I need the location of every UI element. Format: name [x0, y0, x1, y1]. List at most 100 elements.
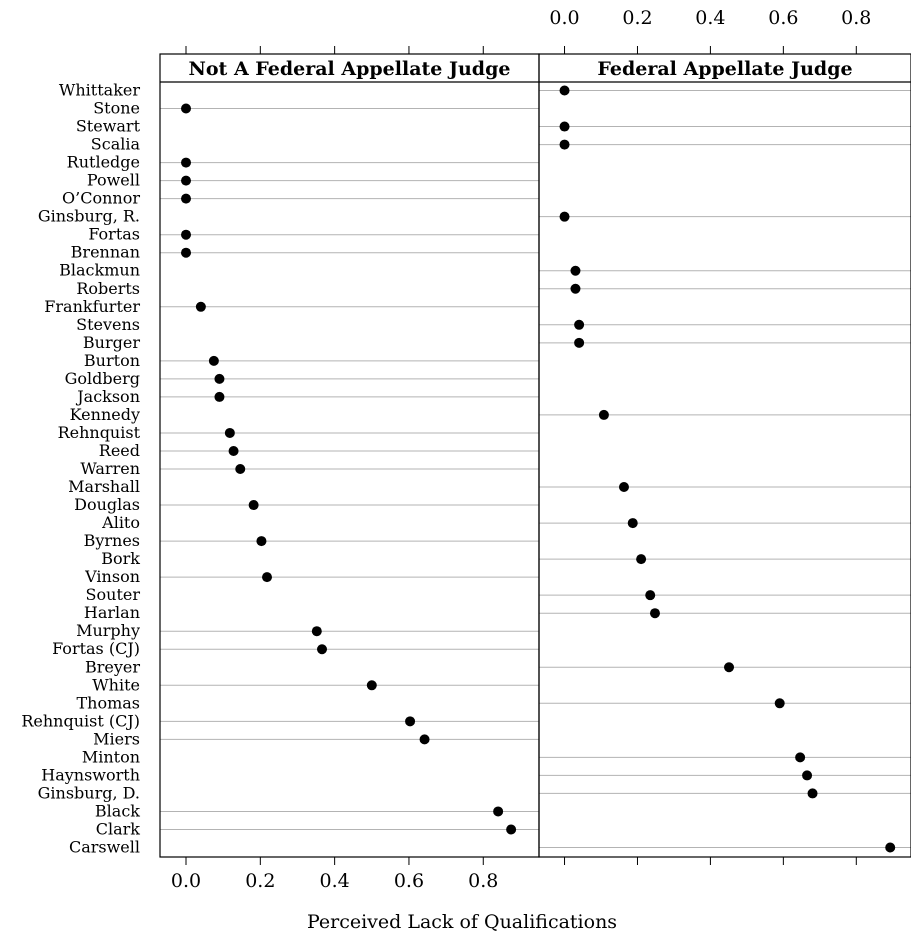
- category-label: Byrnes: [84, 531, 140, 550]
- top-tick-label: 0.4: [695, 7, 725, 29]
- bottom-tick-label: 0.4: [320, 870, 350, 892]
- category-label: Warren: [80, 459, 140, 478]
- category-label: Stewart: [76, 117, 141, 136]
- data-point: [618, 482, 629, 493]
- category-label: Fortas: [88, 225, 140, 244]
- category-label: Scalia: [91, 135, 141, 154]
- category-label: O’Connor: [62, 189, 140, 208]
- category-label: Stevens: [76, 315, 140, 334]
- data-point: [574, 337, 585, 348]
- category-label: Burton: [84, 351, 140, 370]
- category-label: Breyer: [85, 657, 140, 676]
- x-axis-title: Perceived Lack of Qualifications: [307, 911, 617, 933]
- bottom-tick-label: 0.2: [245, 870, 275, 892]
- data-point: [559, 139, 570, 150]
- top-tick-label: 0.6: [768, 7, 798, 29]
- data-point: [228, 445, 239, 456]
- data-point: [317, 644, 328, 655]
- category-labels: WhittakerStoneStewartScaliaRutledgePowel…: [21, 81, 140, 857]
- data-point: [802, 770, 813, 781]
- category-label: Ginsburg, R.: [38, 207, 140, 226]
- data-point: [181, 193, 192, 204]
- category-label: Bork: [101, 549, 140, 568]
- data-point: [181, 229, 192, 240]
- data-point: [208, 355, 219, 366]
- category-label: Rehnquist (CJ): [21, 711, 140, 730]
- top-tick-label: 0.2: [622, 7, 652, 29]
- category-label: Frankfurter: [44, 297, 140, 316]
- category-label: Kennedy: [70, 405, 140, 424]
- category-label: Minton: [82, 747, 140, 766]
- panel-frames: [159, 53, 911, 858]
- bottom-tick-label: 0.0: [171, 870, 201, 892]
- category-label: Clark: [96, 819, 141, 838]
- data-point: [195, 301, 206, 312]
- category-label: Harlan: [84, 603, 140, 622]
- data-point: [311, 626, 322, 637]
- category-label: Souter: [86, 585, 141, 604]
- category-label: Douglas: [74, 495, 140, 514]
- category-label: Burger: [83, 333, 140, 352]
- data-point: [248, 500, 259, 511]
- data-point: [807, 788, 818, 799]
- bottom-tick-label: 0.6: [394, 870, 424, 892]
- data-point: [235, 464, 246, 474]
- category-label: Whittaker: [59, 81, 140, 100]
- data-point: [724, 662, 735, 673]
- category-label: Miers: [93, 729, 140, 748]
- category-label: Black: [95, 801, 140, 820]
- category-label: Reed: [99, 441, 140, 460]
- data-point: [224, 427, 235, 438]
- category-label: Marshall: [68, 477, 140, 496]
- data-point: [574, 319, 585, 330]
- top-tick-label: 0.0: [549, 7, 579, 29]
- category-label: Goldberg: [65, 369, 140, 388]
- data-point: [645, 590, 656, 601]
- data-point: [262, 572, 273, 583]
- category-label: Roberts: [76, 279, 140, 298]
- category-label: Thomas: [76, 693, 140, 712]
- category-label: Alito: [101, 513, 140, 532]
- data-point: [627, 518, 638, 529]
- data-point: [181, 175, 192, 186]
- bottom-tick-label: 0.8: [468, 870, 498, 892]
- data-point: [419, 734, 430, 745]
- category-label: Carswell: [69, 838, 140, 857]
- category-label: Vinson: [84, 567, 140, 586]
- data-point: [214, 391, 225, 402]
- data-point: [366, 680, 377, 691]
- category-label: Fortas (CJ): [52, 639, 140, 658]
- data-point: [774, 698, 785, 709]
- category-label: Blackmun: [59, 261, 140, 280]
- panel-frame: [538, 53, 911, 858]
- data-point: [636, 554, 647, 565]
- category-label: Jackson: [75, 387, 140, 406]
- data-point: [181, 247, 192, 258]
- data-point: [795, 752, 806, 763]
- data-point: [181, 103, 192, 114]
- data-point: [506, 824, 517, 835]
- category-label: Rutledge: [67, 153, 140, 172]
- row-lines: [160, 90, 911, 848]
- axis-ticks: 0.0 0.2 0.4 0.6 0.8 0.0 0.2 0.4 0.6 0.8: [171, 7, 872, 892]
- data-point: [649, 608, 660, 619]
- panel-title: Not A Federal Appellate Judge: [189, 58, 511, 80]
- data-point: [405, 716, 416, 727]
- data-point: [559, 121, 570, 132]
- data-point: [570, 283, 581, 294]
- panel-title: Federal Appellate Judge: [597, 58, 852, 80]
- category-label: White: [92, 675, 140, 694]
- data-points: [181, 85, 896, 853]
- data-point: [493, 806, 504, 817]
- data-point: [559, 85, 570, 96]
- category-label: Stone: [93, 99, 140, 118]
- top-tick-label: 0.8: [841, 7, 871, 29]
- panel-frame: [159, 53, 540, 858]
- category-label: Murphy: [76, 621, 140, 640]
- data-point: [885, 842, 896, 853]
- category-label: Ginsburg, D.: [38, 783, 140, 802]
- data-point: [181, 157, 192, 168]
- category-label: Haynsworth: [41, 765, 140, 784]
- data-point: [559, 211, 570, 222]
